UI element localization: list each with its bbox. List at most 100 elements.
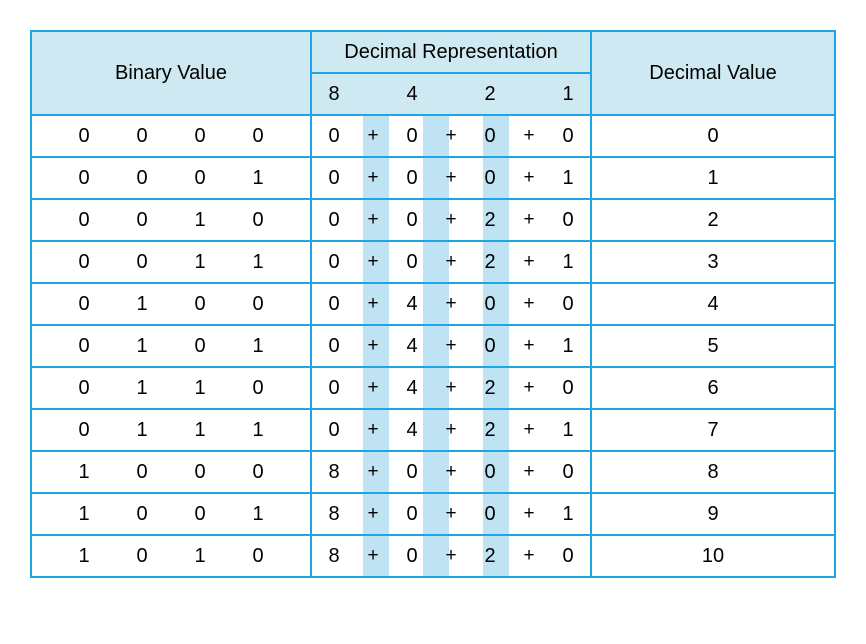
- plus-icon: +: [438, 293, 464, 315]
- rep-value: 0: [560, 545, 576, 568]
- plus-icon: +: [360, 251, 386, 273]
- binary-digit: 1: [251, 503, 265, 526]
- binary-digit: 0: [135, 251, 149, 274]
- plus-icon: +: [438, 461, 464, 483]
- table-row: 01100+4+2+06: [31, 367, 835, 409]
- binary-digit: 0: [135, 209, 149, 232]
- rep-sub-1: 1: [560, 83, 576, 106]
- binary-digit: 0: [135, 503, 149, 526]
- rep-value: 0: [560, 209, 576, 232]
- table-row: 00000+0+0+00: [31, 115, 835, 157]
- plus-icon: +: [438, 125, 464, 147]
- binary-digit: 0: [251, 545, 265, 568]
- rep-value: 2: [482, 545, 498, 568]
- table-row: 01110+4+2+17: [31, 409, 835, 451]
- rep-value: 1: [560, 503, 576, 526]
- rep-value: 8: [326, 545, 342, 568]
- binary-digit: 1: [193, 209, 207, 232]
- binary-digit: 0: [77, 293, 91, 316]
- binary-digit: 0: [193, 461, 207, 484]
- plus-icon: +: [360, 503, 386, 525]
- header-representation-label: Decimal Representation: [312, 41, 590, 64]
- binary-table-container: Binary Value Decimal Representation Deci…: [30, 30, 836, 578]
- representation-cell: 0+0+0+0: [311, 115, 591, 157]
- plus-icon: +: [360, 545, 386, 567]
- plus-icon: +: [438, 503, 464, 525]
- plus-icon: +: [516, 167, 542, 189]
- plus-icon: +: [438, 377, 464, 399]
- binary-digit: 0: [77, 335, 91, 358]
- binary-digit: 1: [251, 251, 265, 274]
- binary-digit: 1: [193, 419, 207, 442]
- binary-digit: 0: [251, 461, 265, 484]
- binary-digit: 1: [135, 419, 149, 442]
- decimal-cell: 9: [591, 493, 835, 535]
- binary-cell: 0001: [31, 157, 311, 199]
- binary-digit: 1: [77, 545, 91, 568]
- binary-digit: 1: [193, 545, 207, 568]
- rep-value: 0: [326, 209, 342, 232]
- representation-cell: 0+4+0+1: [311, 325, 591, 367]
- rep-value: 1: [560, 335, 576, 358]
- plus-icon: +: [360, 293, 386, 315]
- rep-value: 0: [482, 461, 498, 484]
- binary-cell: 0010: [31, 199, 311, 241]
- plus-icon: +: [516, 545, 542, 567]
- decimal-cell: 4: [591, 283, 835, 325]
- plus-icon: +: [516, 335, 542, 357]
- binary-digit: 0: [193, 167, 207, 190]
- plus-icon: +: [438, 167, 464, 189]
- table-row: 01000+4+0+04: [31, 283, 835, 325]
- binary-digit: 0: [77, 125, 91, 148]
- plus-icon: +: [438, 419, 464, 441]
- binary-digit: 0: [251, 293, 265, 316]
- binary-digit: 1: [193, 251, 207, 274]
- rep-value: 4: [404, 335, 420, 358]
- plus-icon: +: [360, 419, 386, 441]
- rep-value: 0: [404, 125, 420, 148]
- decimal-cell: 1: [591, 157, 835, 199]
- plus-icon: +: [516, 209, 542, 231]
- table-row: 01010+4+0+15: [31, 325, 835, 367]
- rep-value: 4: [404, 293, 420, 316]
- rep-value: 0: [326, 419, 342, 442]
- binary-digit: 0: [135, 545, 149, 568]
- plus-icon: +: [438, 209, 464, 231]
- plus-icon: +: [516, 293, 542, 315]
- binary-cell: 0111: [31, 409, 311, 451]
- binary-digit: 0: [193, 335, 207, 358]
- table-row: 10108+0+2+010: [31, 535, 835, 577]
- binary-digit: 0: [77, 419, 91, 442]
- rep-value: 8: [326, 503, 342, 526]
- binary-digit: 0: [77, 377, 91, 400]
- binary-digit: 0: [135, 461, 149, 484]
- plus-icon: +: [360, 335, 386, 357]
- table-row: 10018+0+0+19: [31, 493, 835, 535]
- representation-cell: 0+0+2+1: [311, 241, 591, 283]
- representation-cell: 8+0+0+0: [311, 451, 591, 493]
- rep-value: 4: [404, 419, 420, 442]
- representation-cell: 8+0+2+0: [311, 535, 591, 577]
- rep-value: 0: [326, 377, 342, 400]
- binary-digit: 0: [77, 209, 91, 232]
- rep-value: 0: [560, 461, 576, 484]
- binary-cell: 0 0 1 1: [31, 241, 311, 283]
- binary-cell: 1 0 1 0: [31, 535, 311, 577]
- rep-value: 0: [404, 461, 420, 484]
- rep-value: 0: [326, 167, 342, 190]
- representation-cell: 0+4+0+0: [311, 283, 591, 325]
- binary-digit: 0: [251, 125, 265, 148]
- rep-value: 4: [404, 377, 420, 400]
- rep-value: 0: [326, 251, 342, 274]
- header-binary: Binary Value: [31, 31, 311, 115]
- rep-value: 0: [482, 293, 498, 316]
- binary-cell: 0110: [31, 367, 311, 409]
- decimal-cell: 3: [591, 241, 835, 283]
- binary-digit: 0: [135, 167, 149, 190]
- binary-digit: 0: [77, 251, 91, 274]
- rep-value: 0: [404, 209, 420, 232]
- decimal-cell: 6: [591, 367, 835, 409]
- decimal-cell: 2: [591, 199, 835, 241]
- binary-digit: 0: [251, 377, 265, 400]
- rep-value: 0: [482, 167, 498, 190]
